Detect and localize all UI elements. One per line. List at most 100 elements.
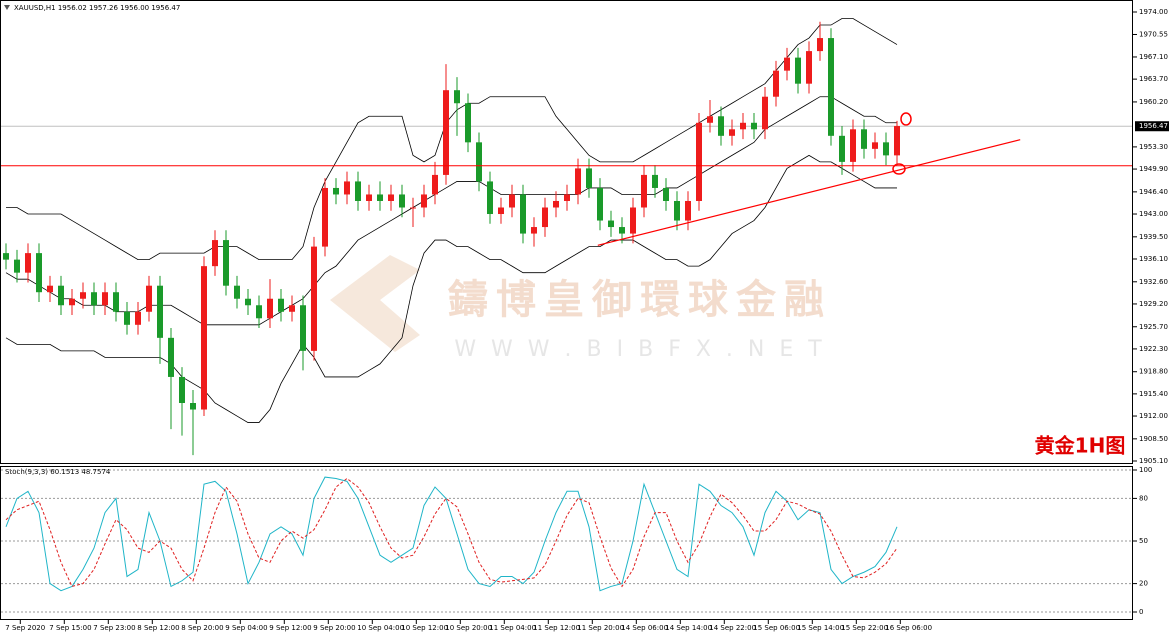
candle-body bbox=[223, 240, 229, 286]
x-tick-label: 14 Sep 14:00 bbox=[665, 624, 712, 632]
stoch-line bbox=[5, 477, 898, 588]
y-tick-label: 1949.90 bbox=[1139, 165, 1168, 173]
bollinger-band bbox=[5, 96, 897, 326]
candle-body bbox=[289, 305, 295, 312]
bollinger-band bbox=[6, 18, 898, 261]
candle-body bbox=[311, 246, 317, 351]
y-tick-label: 1953.30 bbox=[1139, 143, 1168, 151]
y-tick-label: 1939.50 bbox=[1139, 233, 1168, 241]
candle-body bbox=[344, 181, 350, 195]
candle-body bbox=[586, 168, 592, 188]
candle-body bbox=[795, 57, 801, 84]
highlight-circle bbox=[900, 112, 912, 126]
candle-body bbox=[256, 305, 262, 319]
x-tick-label: 8 Sep 20:00 bbox=[181, 624, 223, 632]
candle-body bbox=[685, 200, 691, 221]
candle-body bbox=[872, 142, 878, 149]
candle-body bbox=[36, 253, 42, 293]
candle-body bbox=[773, 70, 779, 97]
main-panel bbox=[0, 0, 1133, 464]
candle-body bbox=[839, 135, 845, 162]
candle-body bbox=[762, 96, 768, 130]
candle-body bbox=[190, 403, 196, 410]
candle-body bbox=[564, 194, 570, 201]
candle-body bbox=[883, 142, 889, 156]
candle-body bbox=[784, 57, 790, 71]
candle-body bbox=[91, 292, 97, 306]
candle-body bbox=[498, 207, 504, 215]
candle-body bbox=[729, 129, 735, 136]
candle-body bbox=[476, 142, 482, 182]
candle-body bbox=[608, 220, 614, 228]
x-tick-label: 11 Sep 04:00 bbox=[489, 624, 536, 632]
watermark: 鑄博皇御環球金融 W W W . B I B F X . N E T bbox=[330, 255, 824, 362]
candle-body bbox=[113, 292, 119, 312]
candle-body bbox=[399, 194, 405, 208]
candle-body bbox=[718, 116, 724, 136]
candle-body bbox=[509, 194, 515, 208]
candle-body bbox=[520, 194, 526, 234]
x-tick-label: 7 Sep 15:00 bbox=[49, 624, 91, 632]
y-tick-label: 1932.60 bbox=[1139, 278, 1168, 286]
x-tick-label: 15 Sep 22:00 bbox=[841, 624, 888, 632]
candle-body bbox=[278, 298, 284, 312]
candle-body bbox=[58, 285, 64, 306]
candle-body bbox=[454, 90, 460, 104]
y-tick-label: 1960.20 bbox=[1139, 98, 1168, 106]
candle-body bbox=[740, 122, 746, 130]
candle-body bbox=[322, 187, 328, 247]
candle-body bbox=[641, 174, 647, 208]
chart-annotation: 黄金1H图 bbox=[1035, 434, 1126, 458]
candle-body bbox=[14, 259, 20, 273]
y-tick-label: 1925.70 bbox=[1139, 323, 1168, 331]
candle-body bbox=[575, 168, 581, 195]
y-tick-label: 20 bbox=[1139, 580, 1148, 588]
y-tick-label: 50 bbox=[1139, 537, 1148, 545]
y-tick-label: 1970.55 bbox=[1139, 30, 1168, 38]
y-tick-label: 1918.80 bbox=[1139, 368, 1168, 376]
x-tick-label: 11 Sep 12:00 bbox=[533, 624, 580, 632]
candle-body bbox=[817, 38, 823, 52]
candle-body bbox=[168, 337, 174, 377]
bollinger-band bbox=[5, 154, 897, 423]
candle-body bbox=[69, 298, 75, 306]
x-tick-label: 7 Sep 23:00 bbox=[93, 624, 135, 632]
x-tick-label: 14 Sep 06:00 bbox=[621, 624, 668, 632]
candle-body bbox=[377, 194, 383, 201]
candle-body bbox=[245, 298, 251, 306]
y-tick-label: 1967.10 bbox=[1139, 53, 1168, 61]
y-tick-label: 1946.40 bbox=[1139, 188, 1168, 196]
candle-body bbox=[806, 51, 812, 84]
candle-body bbox=[443, 90, 449, 175]
y-tick-label: 1929.20 bbox=[1139, 300, 1168, 308]
candle-body bbox=[542, 207, 548, 228]
watermark-logo bbox=[330, 255, 420, 352]
y-tick-label: 1922.30 bbox=[1139, 345, 1168, 353]
candle-body bbox=[465, 103, 471, 143]
candle-body bbox=[300, 305, 306, 351]
y-tick-label: 1908.50 bbox=[1139, 435, 1168, 443]
candle-body bbox=[696, 122, 702, 201]
y-tick-label: 0 bbox=[1139, 608, 1143, 616]
y-tick-label: 100 bbox=[1139, 466, 1152, 474]
y-tick-label: 1905.10 bbox=[1139, 457, 1168, 465]
x-tick-label: 9 Sep 20:00 bbox=[313, 624, 355, 632]
candle-body bbox=[410, 207, 416, 209]
candle-body bbox=[47, 285, 53, 293]
x-tick-label: 8 Sep 12:00 bbox=[137, 624, 179, 632]
x-tick-label: 7 Sep 2020 bbox=[5, 624, 45, 632]
candle-body bbox=[553, 200, 559, 208]
y-tick-label: 1974.00 bbox=[1139, 8, 1168, 16]
candle-body bbox=[267, 298, 273, 319]
y-tick-label: 1915.40 bbox=[1139, 390, 1168, 398]
candle-body bbox=[663, 187, 669, 201]
candle-body bbox=[355, 181, 361, 201]
y-tick-label: 80 bbox=[1139, 494, 1148, 502]
candle-body bbox=[421, 194, 427, 208]
candle-body bbox=[212, 240, 218, 267]
candle-body bbox=[531, 227, 537, 234]
candle-body bbox=[828, 38, 834, 136]
candle-body bbox=[135, 311, 141, 325]
